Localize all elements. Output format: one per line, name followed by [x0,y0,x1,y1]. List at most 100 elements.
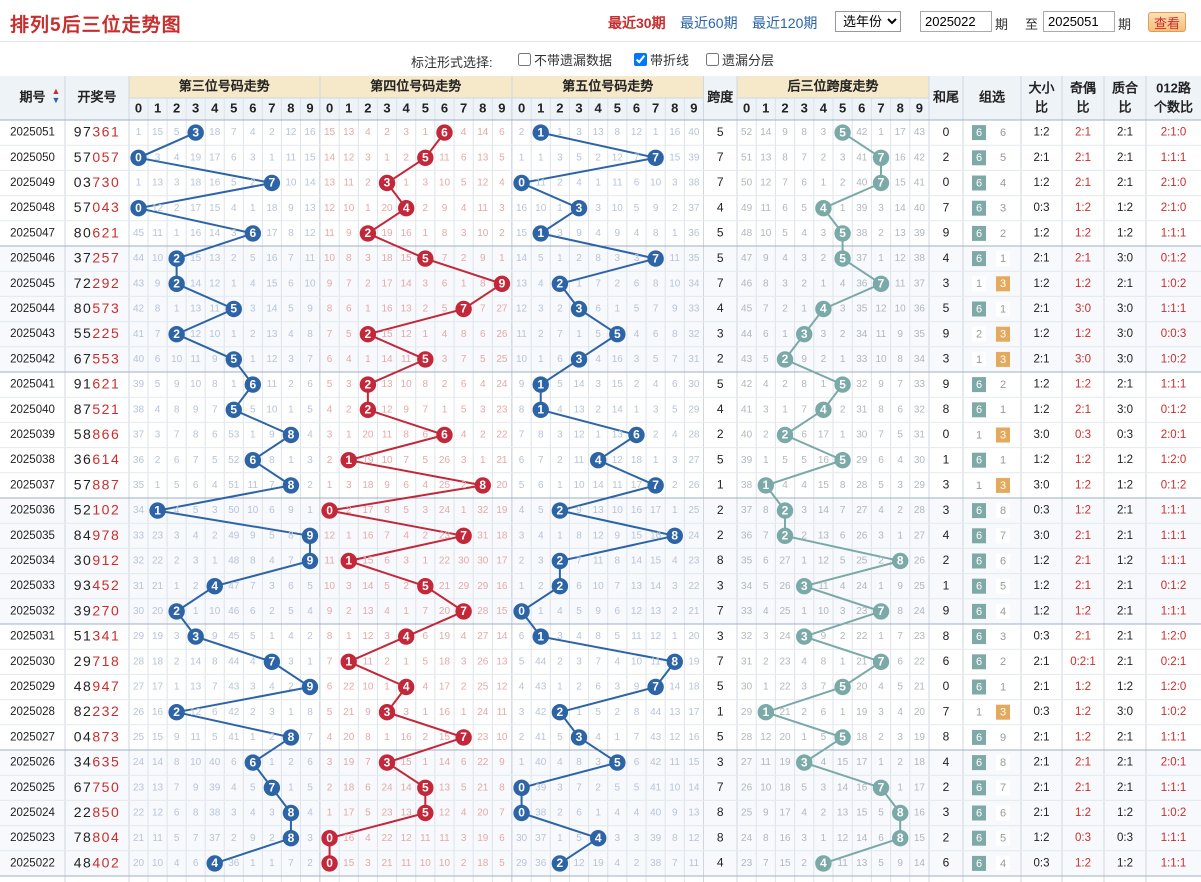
omission-value: 7 [231,127,237,138]
p3-number-ball [263,174,281,192]
omission-value: 9 [193,782,199,793]
omission-value: 5 [672,404,678,415]
omission-value: 9 [801,354,807,365]
omission-value: 4 [461,430,467,441]
omission-value: 15 [324,127,336,138]
group6-badge [972,755,986,771]
omission-value: 2 [653,430,659,441]
omission-value: 12 [760,732,772,743]
bs-cell: 3:0 [1034,479,1050,491]
year-select[interactable]: 选年份 [835,11,901,32]
option-layering[interactable]: 遗漏分层 [706,50,774,69]
omission-value: 4 [615,808,621,819]
omission-value: 12 [324,530,336,541]
p5-number-text: 8 [671,528,678,542]
omission-value: 36 [741,530,753,541]
omission-value: 11 [761,203,772,214]
omission-value: 14 [190,656,202,667]
omission-value: 9 [672,304,678,315]
omission-value: 5 [801,203,807,214]
p5-number-ball [513,779,530,796]
p5-number-ball [647,678,664,696]
query-button[interactable]: 查看 [1148,12,1186,32]
period-30-link[interactable]: 最近30期 [608,15,666,31]
span-cell: 7 [717,654,724,668]
p3-number-text: 7 [269,654,276,668]
span-cell: 5 [717,377,724,391]
polyline-checkbox[interactable] [634,53,647,66]
group3-text: 7 [1000,782,1006,794]
omission-value: 6 [423,631,429,642]
omission-value: 1 [653,455,659,466]
omission-value: 25 [856,556,868,567]
no-omission-checkbox[interactable] [518,53,531,66]
p4-number-ball [417,351,434,368]
sort-down-icon[interactable]: ▼ [52,95,61,105]
omission-value: 9 [634,682,640,693]
oe-cell: 2:1 [1075,127,1091,139]
digit-header: 0 [135,100,142,115]
from-issue-input[interactable] [920,11,992,32]
group3-badge [996,603,1010,619]
p5-number-text: 7 [652,680,659,694]
omission-value: 1 [423,707,429,718]
oe-cell: 0:2:1 [1070,656,1096,668]
period-60-link[interactable]: 最近60期 [680,15,738,31]
omission-value: 2 [288,757,294,768]
omission-value: 11 [248,480,259,491]
digit-header: 5 [614,100,621,115]
span-cell: 5 [717,251,724,265]
issue-cell: 2025051 [10,127,55,139]
sort-up-icon[interactable]: ▲ [52,86,61,96]
omission-value: 3 [403,127,409,138]
omission-value: 3 [250,682,256,693]
p4-number-text: 5 [422,352,429,366]
p5-number-text: 0 [518,176,525,190]
omission-value: 15 [895,178,907,189]
option-no-omission[interactable]: 不带遗漏数据 [518,50,612,69]
omission-value: 43 [535,682,547,693]
period-120-link[interactable]: 最近120期 [752,15,818,31]
bs-cell: 1:2 [1034,177,1050,189]
omission-value: 2 [634,858,640,869]
group6-badge [972,477,986,493]
omission-value: 30 [516,833,528,844]
omission-value: 53 [228,430,240,441]
omission-value: 41 [133,329,145,340]
p3-number-ball [263,779,281,796]
omission-value: 4 [595,732,601,743]
issue-header[interactable]: 期号 [19,89,45,104]
option-polyline[interactable]: 带折线 [634,50,689,69]
p3-number-ball [244,376,262,393]
oe-header-line1: 奇偶 [1070,80,1096,95]
omission-value: 8 [212,656,218,667]
omission-value: 3 [212,505,218,516]
omission-value: 31 [133,581,145,592]
sp-number-text: 2 [782,428,789,442]
omission-value: 3 [346,581,352,592]
group6-badge [972,578,986,594]
omission-value: 4 [878,505,884,516]
group6-text: 6 [976,455,982,467]
sp-number-ball [872,653,890,670]
group6-badge [972,251,986,267]
to-issue-input[interactable] [1043,11,1115,32]
p3-number-text: 5 [230,302,237,316]
group6-text: 6 [976,530,982,542]
bs-cell: 1:2 [1034,404,1050,416]
omission-value: 12 [439,808,451,819]
omission-value: 7 [576,556,582,567]
omission-value: 32 [688,329,700,340]
omission-value: 9 [653,203,659,214]
omission-value: 12 [837,833,849,844]
layering-checkbox[interactable] [706,53,719,66]
group3-text: 5 [1000,581,1006,593]
rt-cell: 0:1:2 [1161,479,1187,491]
omission-value: 25 [439,480,451,491]
omission-value: 38 [688,178,700,189]
omission-value: 37 [741,505,753,516]
omission-value: 2 [897,505,903,516]
digit-header: 5 [422,100,429,115]
omission-value: 4 [672,556,678,567]
omission-value: 16 [612,354,624,365]
